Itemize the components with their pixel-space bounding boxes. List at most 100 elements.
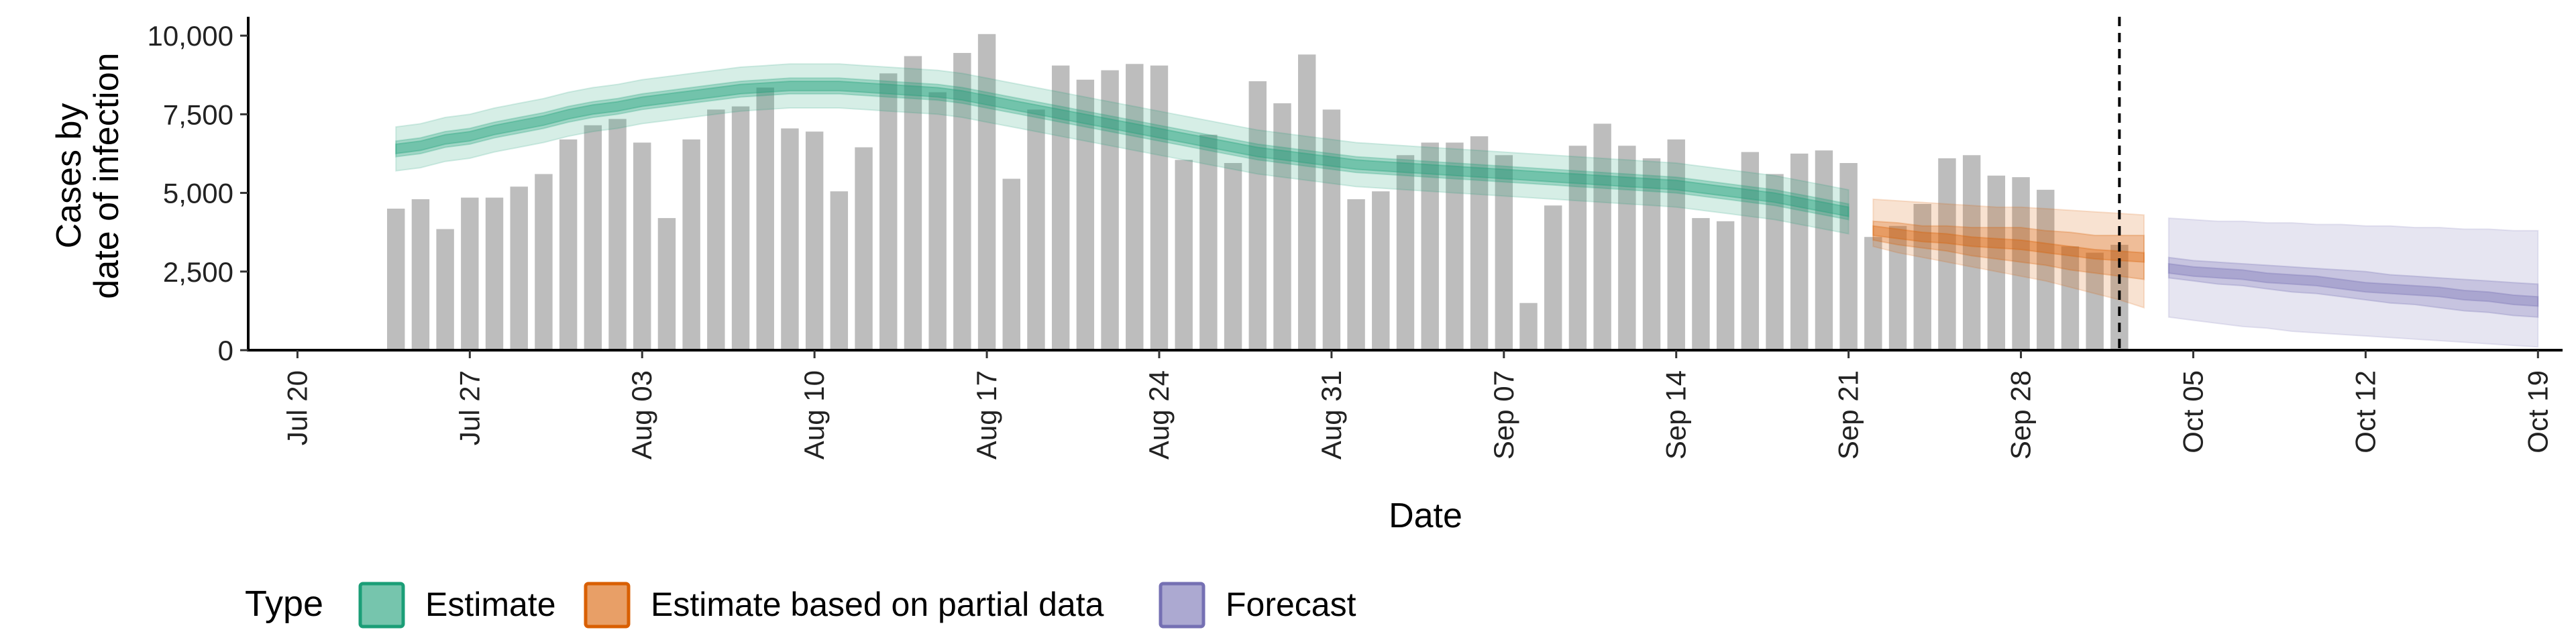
case-bar (781, 128, 799, 350)
case-bar (731, 106, 750, 350)
case-bar (1347, 199, 1365, 350)
x-axis-title: Date (1389, 496, 1462, 535)
legend-key-estimate (358, 582, 405, 629)
case-bar (657, 218, 676, 350)
legend-item-forecast: Forecast (1159, 582, 1356, 629)
case-bar (1741, 152, 1760, 350)
x-tick-label: Sep 21 (1833, 370, 1864, 460)
case-bar (1322, 109, 1341, 350)
case-bar (2061, 246, 2080, 350)
case-bar (1913, 203, 1931, 350)
legend: Type Estimate Estimate based on partial … (245, 582, 1356, 629)
case-bar (1051, 65, 1070, 350)
legend-item-estimate: Estimate (358, 582, 556, 629)
case-bar (1987, 175, 2006, 350)
case-bar (1126, 64, 1144, 350)
case-bar (2012, 177, 2030, 350)
x-tick-label: Aug 17 (971, 370, 1002, 460)
case-bar (1790, 153, 1809, 350)
case-bar (1495, 155, 1513, 350)
case-bar (1396, 155, 1415, 350)
x-tick-label: Aug 31 (1316, 370, 1347, 460)
case-bar (953, 52, 971, 351)
x-tick-label: Jul 27 (453, 370, 485, 445)
x-tick-label: Aug 10 (798, 370, 830, 460)
case-bar (1002, 178, 1020, 350)
case-bar (2086, 252, 2104, 350)
axes-layer (247, 17, 2563, 352)
x-tick-label: Sep 28 (2005, 370, 2037, 460)
legend-label-estimate: Estimate (425, 586, 556, 623)
ribbon-outer-series-1 (1872, 198, 2145, 309)
case-bar (1101, 70, 1119, 350)
y-tick-label: 7,500 (163, 99, 233, 130)
case-bar (411, 199, 430, 350)
y-tick-label: 10,000 (148, 20, 233, 52)
case-bar (510, 186, 528, 350)
bars-layer (387, 34, 2129, 351)
case-bar (461, 197, 479, 350)
case-bar (1766, 174, 1784, 350)
case-bar (1248, 81, 1267, 351)
case-bar (977, 34, 996, 351)
legend-label-partial: Estimate based on partial data (651, 586, 1104, 623)
case-bar (633, 142, 651, 350)
case-bar (1888, 225, 1907, 350)
case-bar (1815, 150, 1833, 351)
case-bar (904, 56, 922, 350)
case-bar (584, 125, 602, 350)
median-band-series-2 (2167, 262, 2539, 307)
case-bar (855, 147, 873, 350)
case-bar (756, 87, 774, 350)
y-tick-label: 0 (218, 335, 233, 366)
legend-item-partial: Estimate based on partial data (584, 582, 1104, 629)
case-bar (1716, 221, 1735, 350)
case-bar (436, 229, 454, 350)
case-bar (707, 109, 725, 350)
case-bar (1297, 54, 1316, 350)
case-bar (1027, 109, 1045, 350)
ribbon-inner-series-1 (1872, 220, 2145, 280)
median-band-series-1 (1872, 225, 2145, 263)
case-bar (1446, 142, 1464, 350)
ticks-layer: 0 2,500 5,000 7,500 10,000 Jul 20 Jul 27 Aug 03… (148, 20, 2554, 460)
case-bar (485, 197, 504, 350)
x-tick-label: Oct 05 (2177, 370, 2208, 453)
case-bar (1568, 146, 1587, 351)
case-bar (1372, 191, 1390, 350)
case-bar (559, 139, 578, 350)
legend-key-forecast (1159, 582, 1205, 629)
case-bar (928, 92, 947, 350)
x-tick-label: Aug 03 (626, 370, 657, 460)
ribbons-layer (395, 63, 2539, 348)
case-bar (1421, 142, 1439, 350)
case-bar (1839, 163, 1858, 350)
x-tick-label: Oct 19 (2522, 370, 2553, 453)
case-bar (1470, 136, 1489, 351)
legend-key-partial (584, 582, 631, 629)
case-bar (1962, 155, 1981, 350)
case-bar (535, 174, 553, 350)
ribbon-inner-series-2 (2167, 256, 2539, 318)
y-axis-title-line-1: Cases by (50, 103, 89, 249)
case-bar (1199, 134, 1218, 350)
ribbon-outer-series-0 (395, 63, 1849, 235)
case-bar (1544, 205, 1562, 350)
y-axis-title: Cases by date of infection (50, 52, 126, 299)
case-bar (1076, 79, 1095, 350)
x-tick-label: Aug 24 (1143, 370, 1175, 460)
y-tick-label: 5,000 (163, 178, 233, 209)
legend-title: Type (245, 584, 323, 624)
median-band-series-0 (395, 80, 1849, 217)
case-bar (682, 139, 700, 350)
x-tick-label: Oct 12 (2349, 370, 2381, 453)
case-bar (1224, 163, 1242, 350)
case-bar (1692, 218, 1710, 350)
case-bar (1938, 158, 1956, 350)
ribbon-inner-series-0 (395, 77, 1849, 221)
case-bar (1667, 139, 1685, 350)
y-axis-title-line-2: date of infection (87, 52, 126, 299)
ribbon-outer-series-2 (2167, 217, 2539, 348)
case-bar (1642, 158, 1661, 350)
